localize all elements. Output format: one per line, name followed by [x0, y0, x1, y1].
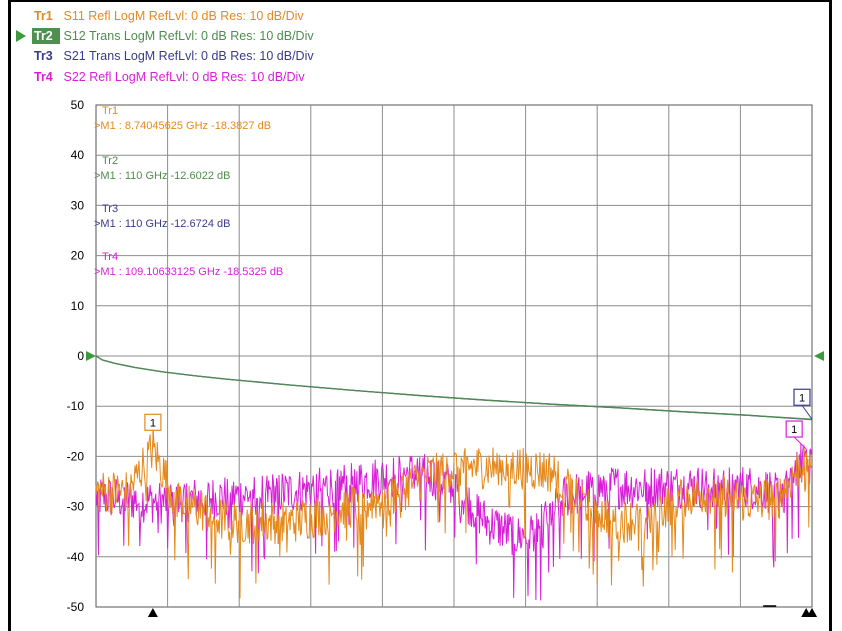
marker-badge-number: 1 — [799, 392, 805, 404]
y-tick-label: 50 — [71, 98, 85, 112]
marker-leader-line — [801, 404, 813, 420]
display-border-top — [8, 0, 832, 2]
marker-readout-tr1-label: Tr1 — [102, 105, 118, 117]
y-tick-label: 30 — [71, 198, 85, 212]
trace-line-s12 — [95, 355, 813, 420]
ref-level-right-arrow-icon — [814, 351, 824, 361]
trace-header-tr2[interactable]: Tr2 S12 Trans LogM RefLvl: 0 dB Res: 10 … — [14, 28, 314, 44]
marker-position-triangle-icon — [147, 608, 158, 617]
marker-position-triangle-icon — [801, 608, 812, 617]
y-tick-label: -30 — [67, 500, 85, 514]
y-tick-label: -40 — [67, 550, 85, 564]
y-axis-ticks: 50 40 30 20 10 0 -10 -20 -30 -40 -50 — [67, 98, 85, 614]
marker-readout-tr1: >M1 : 8.74045625 GHz -18.3827 dB — [94, 120, 271, 132]
trace-header-tr1[interactable]: Tr1 S11 Refl LogM RefLvl: 0 dB Res: 10 d… — [14, 8, 304, 24]
trace-tag-tr2[interactable]: Tr2 — [32, 28, 60, 44]
y-tick-label: -20 — [67, 449, 85, 463]
y-tick-label: -50 — [67, 600, 85, 614]
active-trace-arrow-icon — [16, 30, 26, 42]
marker-readout-tr3-label: Tr3 — [102, 203, 118, 215]
trace-desc-tr1: S11 Refl LogM RefLvl: 0 dB Res: 10 dB/Di… — [63, 9, 304, 23]
trace-desc-tr3: S21 Trans LogM RefLvl: 0 dB Res: 10 dB/D… — [63, 49, 314, 63]
trace-header-tr3[interactable]: Tr3 S21 Trans LogM RefLvl: 0 dB Res: 10 … — [14, 48, 314, 64]
marker-badge-tr4 — [785, 420, 803, 438]
markers: 1 1 1 — [144, 388, 817, 617]
trace-tag-tr3[interactable]: Tr3 — [34, 49, 53, 63]
traces — [95, 355, 813, 601]
trace-line-s11 — [95, 430, 813, 599]
trace-tag-tr1[interactable]: Tr1 — [34, 9, 53, 23]
display-border-left — [8, 0, 11, 631]
ref-level-left-arrow-icon — [86, 351, 96, 361]
marker-badge-tr1 — [144, 413, 162, 431]
trace-desc-tr4: S22 Refl LogM RefLvl: 0 dB Res: 10 dB/Di… — [63, 70, 305, 84]
trace-desc-tr2: S12 Trans LogM RefLvl: 0 dB Res: 10 dB/D… — [63, 29, 314, 43]
marker-badge-number: 1 — [791, 424, 797, 436]
marker-readout-tr2: >M1 : 110 GHz -12.6022 dB — [94, 170, 230, 182]
display-border-right — [829, 0, 832, 631]
marker-badge-tr2 — [793, 388, 811, 406]
marker-readouts: Tr1 >M1 : 8.74045625 GHz -18.3827 dB Tr2… — [94, 105, 283, 278]
marker-badge-number: 1 — [150, 417, 156, 429]
y-tick-label: 20 — [71, 249, 85, 263]
y-tick-label: -10 — [67, 399, 85, 413]
marker-readout-tr4-label: Tr4 — [102, 251, 118, 263]
y-tick-label: 10 — [71, 299, 85, 313]
trace-header-tr4[interactable]: Tr4 S22 Refl LogM RefLvl: 0 dB Res: 10 d… — [14, 69, 305, 85]
trace-tag-tr4[interactable]: Tr4 — [34, 70, 53, 84]
marker-readout-tr2-label: Tr2 — [102, 155, 118, 167]
y-tick-label: 0 — [77, 349, 84, 363]
marker-leader-line — [793, 436, 807, 450]
marker-readout-tr4: >M1 : 109.10633125 GHz -18.5325 dB — [94, 266, 283, 278]
y-tick-label: 40 — [71, 148, 85, 162]
marker-readout-tr3: >M1 : 110 GHz -12.6724 dB — [94, 218, 230, 230]
